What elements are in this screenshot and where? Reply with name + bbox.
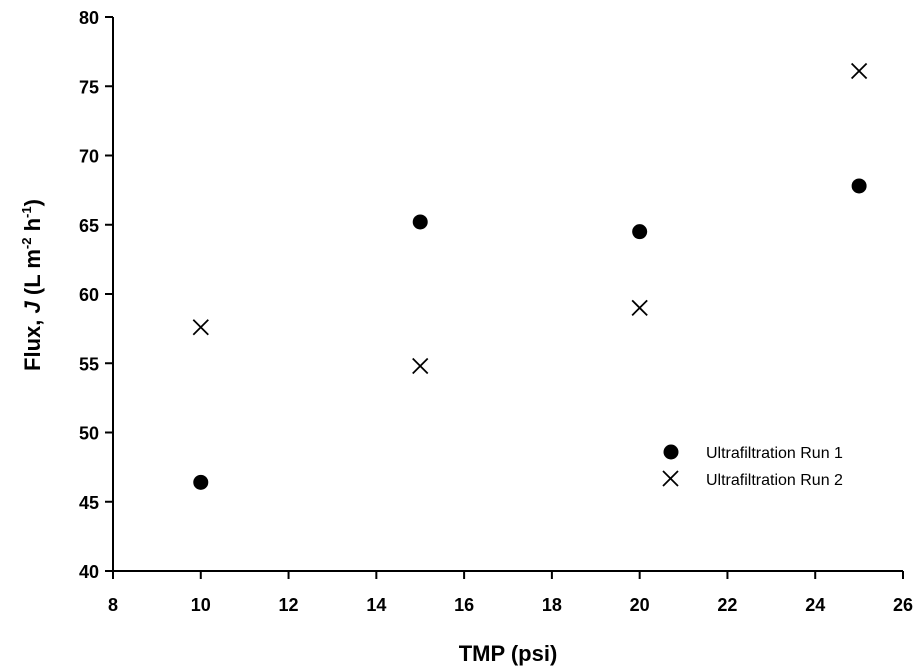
y-axis-title-italic: J (20, 300, 45, 313)
y-tick-label: 75 (79, 77, 99, 97)
run-2-point (192, 319, 209, 336)
run-2-point (412, 357, 429, 375)
y-tick-label: 65 (79, 216, 99, 236)
y-axis-title-sup1: -2 (19, 238, 34, 250)
x-tick-label: 12 (279, 595, 299, 615)
x-tick-label: 18 (542, 595, 562, 615)
y-axis-title-unit-open: (L m (20, 249, 45, 301)
y-tick-label: 60 (79, 285, 99, 305)
x-axis-ticks: 8 10 12 14 16 18 20 22 24 26 (108, 571, 913, 615)
x-tick-label: 14 (366, 595, 386, 615)
legend-label-run-1: Ultrafiltration Run 1 (706, 445, 843, 462)
run-1-point (851, 178, 867, 194)
y-axis-title-unit-close: ) (20, 199, 45, 206)
plot-area: 8 10 12 14 16 18 20 22 24 26 40 45 50 55 60 65 70 75 80 (79, 8, 913, 615)
y-tick-label: 45 (79, 493, 99, 513)
run-1-point (412, 214, 428, 230)
y-axis-title-prefix: Flux, (20, 313, 45, 370)
y-tick-label: 55 (79, 354, 99, 374)
y-axis-title-unit-mid: h (20, 218, 45, 238)
x-tick-label: 26 (893, 595, 913, 615)
legend-marker-run-1 (663, 444, 679, 460)
x-tick-label: 20 (630, 595, 650, 615)
run-1-point (632, 224, 648, 240)
legend: Ultrafiltration Run 1 Ultrafiltration Ru… (662, 444, 843, 489)
y-tick-label: 80 (79, 8, 99, 28)
run-1-point (193, 474, 209, 490)
y-axis-title: Flux, J (L m-2 h-1) (19, 199, 45, 371)
y-tick-label: 70 (79, 147, 99, 167)
y-axis-title-sup2: -1 (19, 206, 34, 218)
y-tick-label: 50 (79, 424, 99, 444)
legend-label-run-2: Ultrafiltration Run 2 (706, 472, 843, 489)
x-axis-title: TMP (psi) (459, 641, 558, 666)
legend-marker-run-2 (662, 470, 679, 487)
y-tick-label: 40 (79, 562, 99, 582)
x-tick-label: 22 (717, 595, 737, 615)
data-markers (192, 62, 868, 490)
run-2-point (850, 62, 868, 80)
x-tick-label: 10 (191, 595, 211, 615)
x-tick-label: 8 (108, 595, 118, 615)
y-axis-ticks: 40 45 50 55 60 65 70 75 80 (79, 8, 113, 582)
x-tick-label: 24 (805, 595, 825, 615)
x-tick-label: 16 (454, 595, 474, 615)
run-2-point (631, 299, 648, 316)
